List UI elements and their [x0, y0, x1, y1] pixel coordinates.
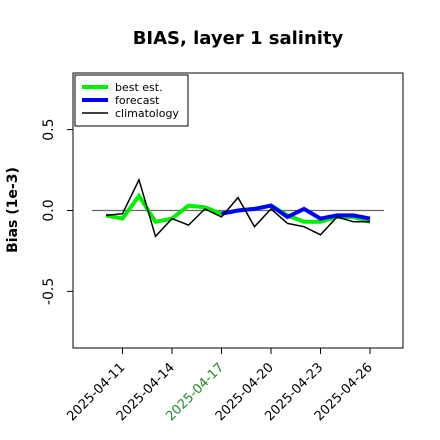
series-line-forecast [221, 203, 371, 221]
chart-title: BIAS, layer 1 salinity [133, 28, 344, 49]
y-tick-label: 0.5 [41, 118, 57, 140]
y-axis-label: Bias (1e-3) [5, 167, 21, 253]
legend-label: climatology [115, 107, 179, 120]
y-tick-label: -0.5 [41, 278, 57, 305]
y-tick-label: 0.0 [41, 199, 57, 221]
legend-label: best est. [115, 81, 163, 94]
legend-label: forecast [115, 94, 160, 107]
series-line-climatology [105, 177, 370, 238]
